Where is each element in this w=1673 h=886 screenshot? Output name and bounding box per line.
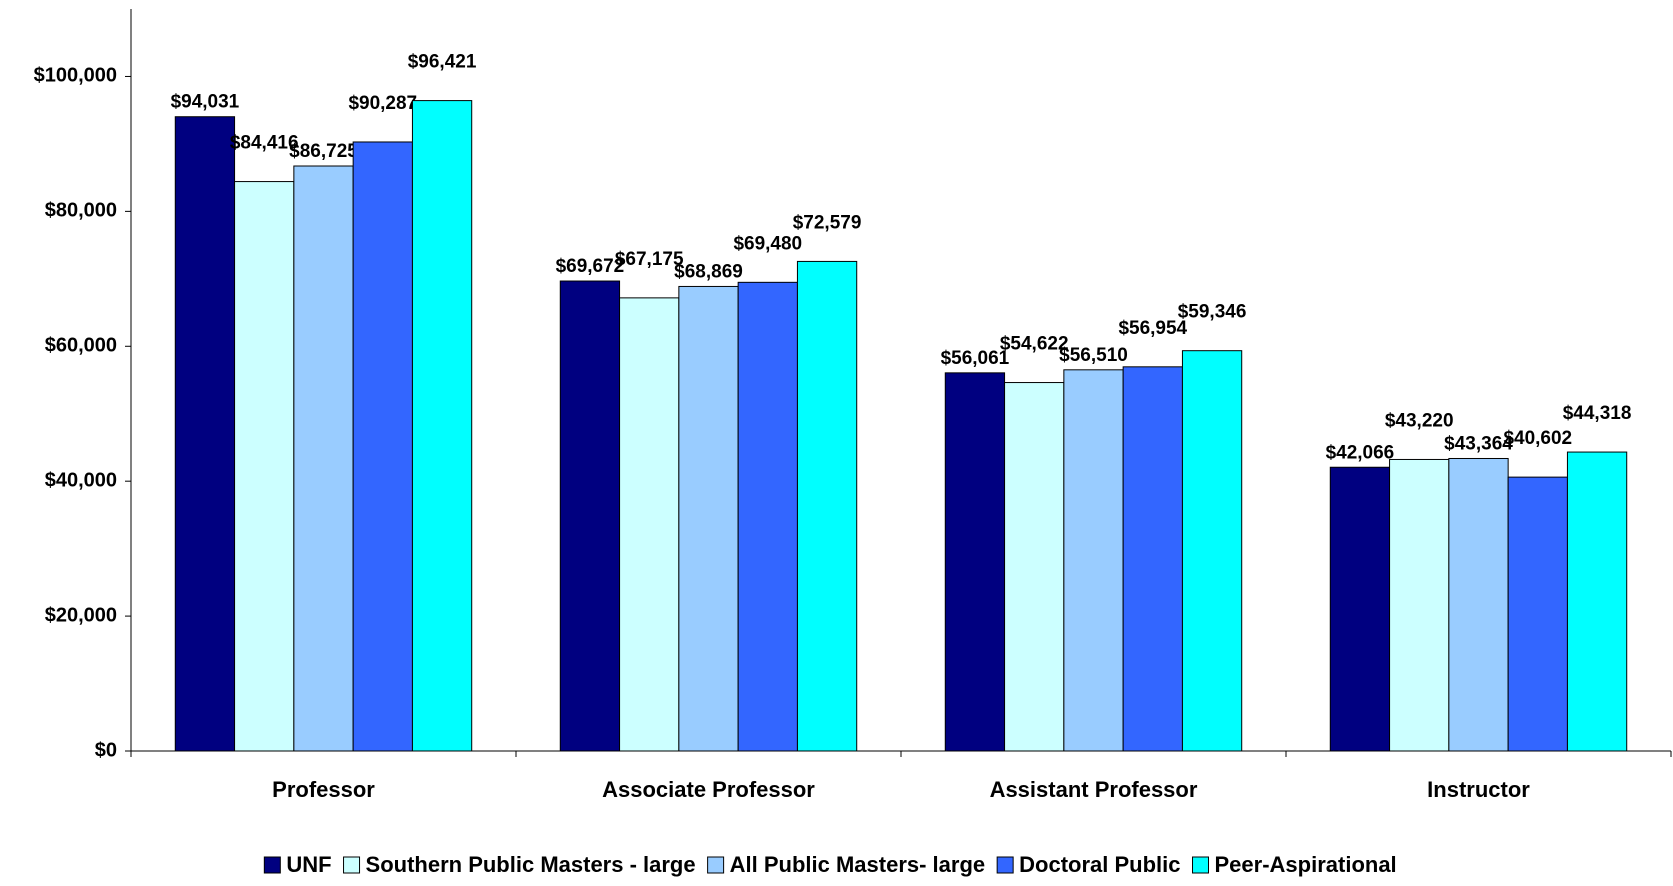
x-tick-label: Instructor: [1427, 777, 1530, 802]
bar: [559, 280, 621, 752]
bar: [1448, 457, 1509, 752]
value-label: $56,061: [941, 348, 1010, 369]
legend-label: Peer-Aspirational: [1215, 852, 1397, 877]
legend-swatch: [707, 856, 725, 874]
legend-label: All Public Masters- large: [730, 852, 986, 877]
bar: [352, 141, 413, 752]
x-tick-label: Associate Professor: [602, 777, 815, 802]
y-tick-label: $80,000: [45, 200, 117, 222]
bar: [293, 165, 354, 752]
x-tick-label: Professor: [272, 777, 375, 802]
legend-label: Southern Public Masters - large: [366, 852, 696, 877]
bar: [1507, 476, 1568, 752]
y-tick-label: $0: [95, 739, 117, 761]
value-label: $59,346: [1178, 302, 1247, 323]
y-tick-label: $100,000: [34, 65, 117, 87]
bar: [678, 285, 739, 752]
bar: [1122, 366, 1183, 752]
bar: [411, 100, 473, 752]
value-label: $67,175: [615, 249, 684, 270]
bar: [174, 116, 236, 752]
y-tick-label: $20,000: [45, 604, 117, 626]
bar: [619, 297, 680, 752]
value-label: $94,031: [171, 92, 240, 113]
value-label: $68,869: [674, 261, 743, 282]
legend-swatch: [343, 856, 361, 874]
value-label: $96,421: [408, 52, 477, 73]
y-tick-label: $60,000: [45, 335, 117, 357]
value-label: $40,602: [1503, 428, 1572, 449]
value-label: $69,672: [556, 256, 625, 277]
legend-label: UNF: [286, 852, 331, 877]
value-label: $72,579: [793, 212, 862, 233]
bar: [1004, 382, 1065, 752]
bar: [944, 372, 1006, 752]
value-label: $56,954: [1118, 318, 1187, 339]
legend-label: Doctoral Public: [1019, 852, 1180, 877]
value-label: $43,220: [1385, 410, 1454, 431]
value-label: $90,287: [348, 93, 417, 114]
legend-swatch: [263, 856, 281, 874]
x-tick-label: Assistant Professor: [990, 777, 1198, 802]
bar: [1329, 466, 1391, 752]
value-label: $42,066: [1326, 442, 1395, 463]
value-label: $86,725: [289, 141, 358, 162]
y-tick-label: $40,000: [45, 469, 117, 491]
value-label: $84,416: [230, 133, 299, 154]
bar: [234, 181, 295, 752]
bar: [1566, 451, 1628, 752]
bar: [1063, 369, 1124, 752]
legend-swatch: [996, 856, 1014, 874]
value-label: $43,364: [1444, 434, 1513, 455]
legend-swatch: [1192, 856, 1210, 874]
value-label: $56,510: [1059, 345, 1128, 366]
bar: [1181, 350, 1243, 752]
value-label: $69,480: [733, 233, 802, 254]
bar: [1389, 458, 1450, 752]
bar: [796, 260, 858, 752]
value-label: $44,318: [1563, 403, 1632, 424]
value-label: $54,622: [1000, 334, 1069, 355]
bar: [737, 281, 798, 752]
